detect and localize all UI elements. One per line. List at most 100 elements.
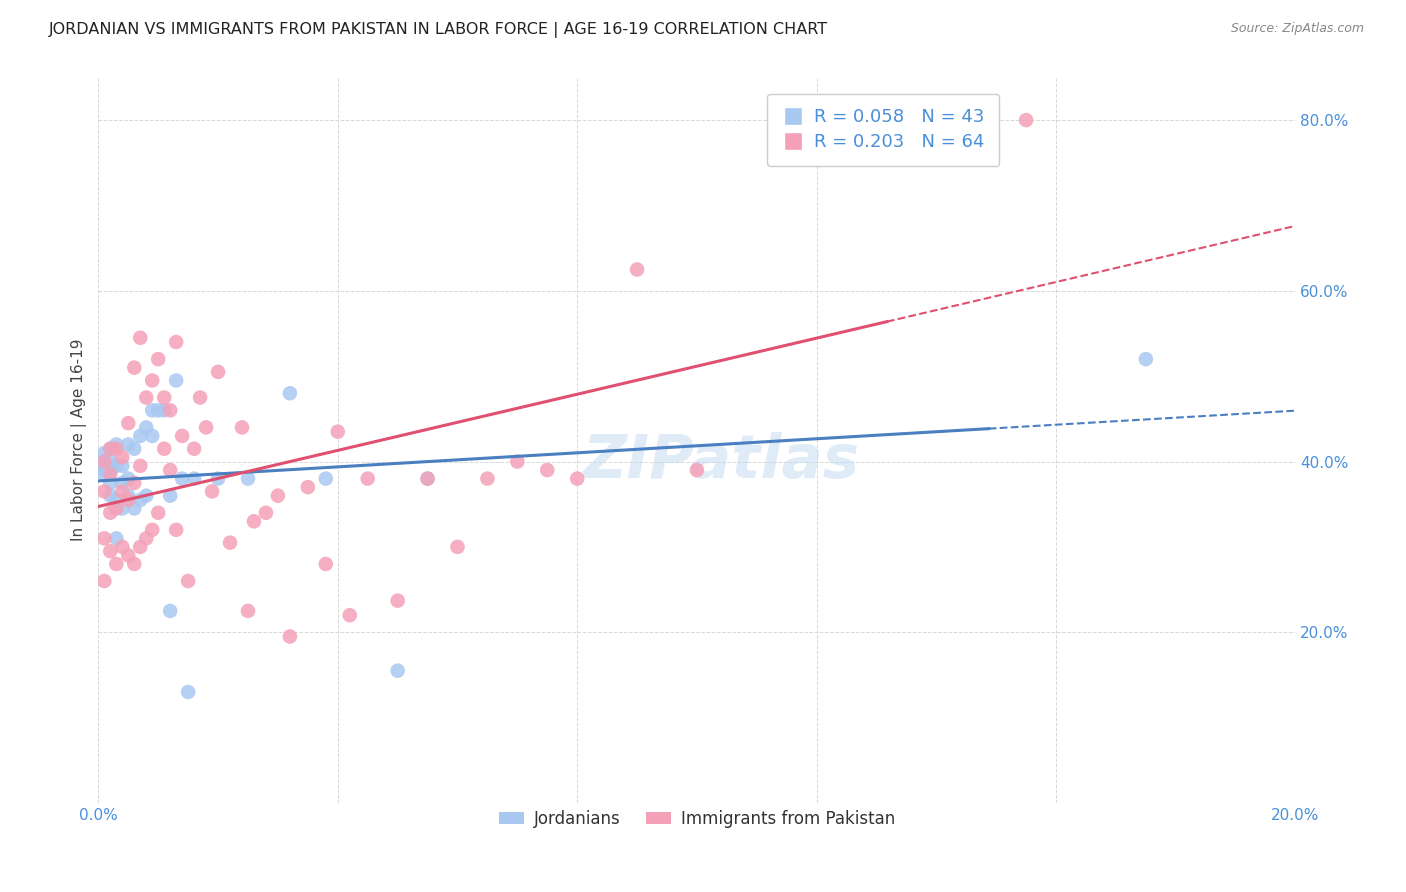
Point (326, 425, 349, 439)
Point (111, 475, 134, 490)
Point (387, 593, 409, 607)
Text: Source: ZipAtlas.com: Source: ZipAtlas.com (1230, 22, 1364, 36)
Point (135, 420, 157, 434)
Point (297, 480, 319, 494)
Text: JORDANIAN VS IMMIGRANTS FROM PAKISTAN IN LABOR FORCE | AGE 16-19 CORRELATION CHA: JORDANIAN VS IMMIGRANTS FROM PAKISTAN IN… (49, 22, 828, 38)
Point (236, 604, 259, 618)
Point (243, 514, 266, 528)
Point (117, 549, 139, 563)
Point (416, 472, 439, 486)
Point (159, 463, 181, 477)
Point (195, 420, 218, 434)
Point (1015, 113, 1038, 128)
Point (165, 374, 187, 388)
Point (446, 540, 468, 554)
Text: ZIPatlas: ZIPatlas (582, 433, 859, 491)
Point (188, 391, 211, 405)
Point (122, 475, 145, 490)
Point (141, 403, 163, 417)
Point (117, 416, 139, 430)
Point (105, 458, 128, 473)
Point (111, 484, 134, 499)
Point (93, 463, 115, 477)
Point (177, 574, 200, 588)
Point (98, 506, 121, 520)
Point (267, 489, 290, 503)
Point (686, 463, 709, 477)
Point (278, 630, 301, 644)
Legend: Jordanians, Immigrants from Pakistan: Jordanians, Immigrants from Pakistan (492, 803, 901, 835)
Point (626, 262, 648, 277)
Point (278, 386, 301, 401)
Point (172, 429, 194, 443)
Point (135, 391, 157, 405)
Point (117, 489, 139, 503)
Point (141, 429, 163, 443)
Point (141, 374, 163, 388)
Point (105, 442, 128, 456)
Point (153, 403, 176, 417)
Point (129, 458, 152, 473)
Point (105, 437, 128, 451)
Point (416, 472, 439, 486)
Point (315, 557, 337, 571)
Point (153, 391, 176, 405)
Point (129, 492, 152, 507)
Point (105, 532, 128, 546)
Point (122, 557, 145, 571)
Point (93, 446, 115, 460)
Point (111, 540, 134, 554)
Point (93, 454, 115, 468)
Point (129, 429, 152, 443)
Point (105, 557, 128, 571)
Point (129, 540, 152, 554)
Point (117, 492, 139, 507)
Point (567, 472, 589, 486)
Point (93, 467, 115, 482)
Point (122, 442, 145, 456)
Point (98, 544, 121, 558)
Point (159, 403, 181, 417)
Point (1135, 352, 1157, 367)
Point (236, 472, 259, 486)
Point (93, 574, 115, 588)
Point (201, 484, 224, 499)
Point (159, 604, 181, 618)
Point (387, 664, 409, 678)
Point (98, 467, 121, 482)
Point (865, 113, 887, 128)
Point (111, 501, 134, 516)
Point (98, 475, 121, 490)
Point (165, 334, 187, 349)
Point (159, 489, 181, 503)
Point (98, 489, 121, 503)
Point (165, 523, 187, 537)
Point (129, 331, 152, 345)
Y-axis label: In Labor Force | Age 16-19: In Labor Force | Age 16-19 (72, 339, 87, 541)
Point (98, 454, 121, 468)
Point (183, 472, 205, 486)
Point (98, 442, 121, 456)
Point (177, 685, 200, 699)
Point (339, 608, 361, 623)
Point (207, 472, 229, 486)
Point (172, 472, 194, 486)
Point (135, 532, 157, 546)
Point (93, 454, 115, 468)
Point (117, 437, 139, 451)
Point (207, 365, 229, 379)
Point (315, 472, 337, 486)
Point (254, 506, 277, 520)
Point (117, 472, 139, 486)
Point (111, 450, 134, 465)
Point (105, 492, 128, 507)
Point (357, 472, 380, 486)
Point (122, 501, 145, 516)
Point (219, 535, 242, 549)
Point (153, 442, 176, 456)
Point (111, 458, 134, 473)
Point (93, 484, 115, 499)
Point (135, 489, 157, 503)
Point (231, 420, 253, 434)
Point (98, 442, 121, 456)
